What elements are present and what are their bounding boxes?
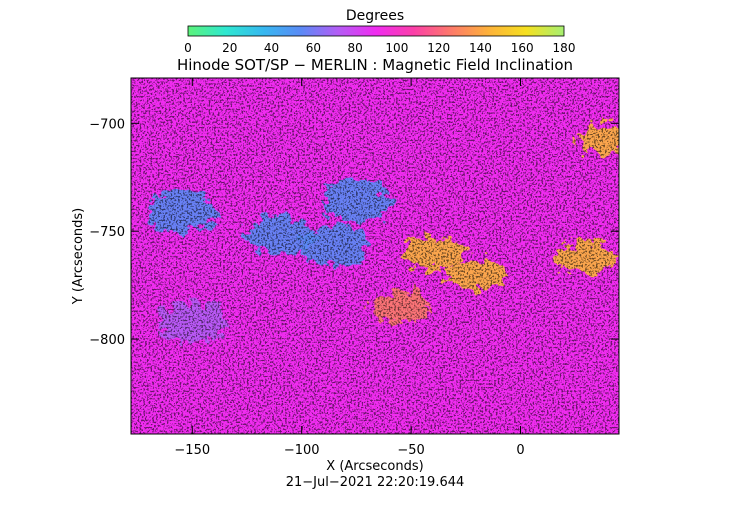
colorbar-tick-labels: 0 20 40 60 80 100 120 140 160 180	[184, 41, 575, 55]
colorbar-tick-label: 80	[347, 41, 362, 55]
x-axis-label: X (Arcseconds)	[326, 459, 423, 474]
colorbar-tick-label: 120	[427, 41, 450, 55]
colorbar-tick-label: 0	[184, 41, 192, 55]
y-axis: −700 −750 −800	[89, 117, 619, 348]
colorbar-tick-label: 180	[553, 41, 576, 55]
inclination-map	[131, 78, 619, 434]
colorbar-tick-label: 40	[264, 41, 279, 55]
x-tick-label: −50	[397, 443, 424, 458]
colorbar-tick-label: 160	[511, 41, 534, 55]
colorbar-tick-label: 60	[306, 41, 321, 55]
y-tick-label: −800	[89, 333, 125, 348]
noise-speckle	[131, 78, 619, 434]
colorbar-tick-label: 100	[385, 41, 408, 55]
timestamp: 21−Jul−2021 22:20:19.644	[286, 475, 465, 490]
colorbar-label: Degrees	[346, 8, 404, 24]
colorbar-tick-label: 140	[469, 41, 492, 55]
x-tick-label: −100	[284, 443, 320, 458]
plot-frame	[130, 77, 620, 435]
y-tick-label: −750	[89, 225, 125, 240]
x-tick-label: −150	[174, 443, 210, 458]
chart-title: Hinode SOT/SP − MERLIN : Magnetic Field …	[177, 56, 573, 74]
y-axis-label: Y (Arcseconds)	[71, 208, 86, 305]
x-tick-label: 0	[516, 443, 524, 458]
x-axis: −150 −100 −50 0	[174, 78, 525, 458]
y-tick-label: −700	[89, 117, 125, 132]
colorbar	[187, 25, 565, 37]
colorbar-tick-label: 20	[222, 41, 237, 55]
